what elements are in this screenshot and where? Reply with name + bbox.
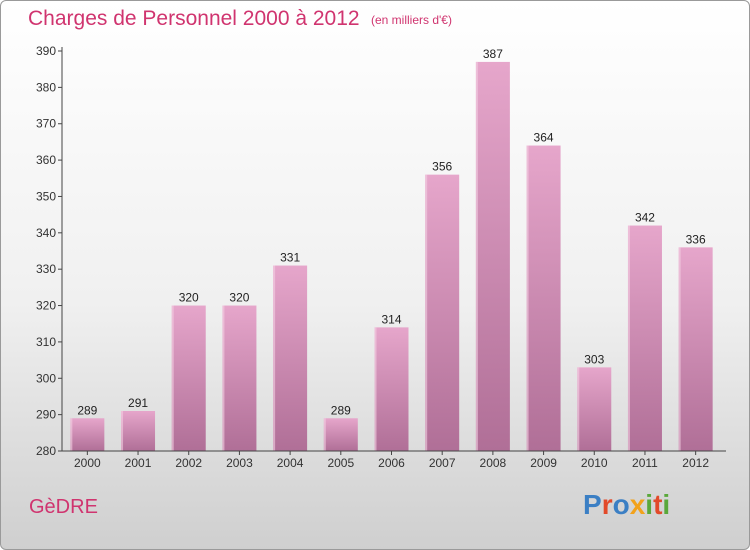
x-tick-label: 2005 <box>327 456 354 470</box>
x-tick-label: 2003 <box>226 456 253 470</box>
bar <box>627 225 662 451</box>
bars-group: 289 291 320 320 331 289 314 356 387 364 303 342 336 <box>70 47 713 452</box>
value-label: 291 <box>128 396 148 410</box>
x-tick-label: 2008 <box>480 456 507 470</box>
bar <box>171 305 206 451</box>
bar <box>121 411 156 451</box>
x-tick-label: 2001 <box>125 456 152 470</box>
x-tick-label: 2000 <box>74 456 101 470</box>
y-tick-label: 330 <box>36 262 56 276</box>
y-tick-label: 390 <box>36 44 56 58</box>
bar-highlight <box>425 174 428 452</box>
bar-highlight <box>526 145 529 451</box>
bar <box>323 418 358 451</box>
chart-subtitle: (en milliers d'€) <box>371 13 452 27</box>
chart-title: Charges de Personnel 2000 à 2012 <box>28 7 360 30</box>
x-tick-label: 2010 <box>581 456 608 470</box>
value-label: 331 <box>280 251 300 265</box>
x-tick-label: 2002 <box>175 456 202 470</box>
x-tick-label: 2011 <box>632 456 658 470</box>
value-label: 356 <box>432 160 452 174</box>
bar <box>374 327 409 451</box>
bar-highlight <box>222 305 225 451</box>
y-tick-label: 280 <box>36 444 56 458</box>
value-label: 336 <box>686 232 706 246</box>
value-label: 320 <box>179 291 199 305</box>
value-label: 289 <box>331 403 351 417</box>
x-tick-label: 2009 <box>530 456 557 470</box>
value-label: 364 <box>534 131 554 145</box>
axes-group: 2000 2001 2002 2003 2004 2005 2006 2007 2008 2009… <box>36 44 726 470</box>
value-label: 387 <box>483 47 503 61</box>
y-tick-label: 360 <box>36 153 56 167</box>
value-label: 303 <box>584 352 604 366</box>
logo-letter: x <box>629 489 646 520</box>
bar-highlight <box>678 247 681 451</box>
bar <box>526 145 561 451</box>
y-tick-label: 370 <box>36 117 56 131</box>
logo-letter: i <box>662 489 671 520</box>
bar <box>425 174 460 452</box>
bar-highlight <box>475 61 478 452</box>
logo-letter: r <box>601 489 613 520</box>
logo-letter: P <box>583 489 602 520</box>
bar <box>273 265 308 451</box>
y-tick-label: 300 <box>36 371 56 385</box>
logo-letter: o <box>612 489 630 520</box>
x-tick-label: 2007 <box>429 456 456 470</box>
x-tick-label: 2004 <box>277 456 304 470</box>
y-tick-label: 320 <box>36 299 56 313</box>
bar <box>70 418 105 451</box>
bar-highlight <box>374 327 377 451</box>
y-tick-label: 310 <box>36 335 56 349</box>
bar-highlight <box>121 411 124 451</box>
proxiti-logo[interactable]: Proxiti <box>583 489 670 521</box>
logo-letter: i <box>645 489 654 520</box>
bar-highlight <box>171 305 174 451</box>
bar <box>222 305 257 451</box>
value-label: 314 <box>381 312 401 326</box>
bar <box>577 367 612 451</box>
commune-name: GèDRE <box>29 496 98 518</box>
y-tick-label: 350 <box>36 189 56 203</box>
x-tick-label: 2006 <box>378 456 405 470</box>
bar <box>678 247 713 451</box>
y-tick-label: 290 <box>36 408 56 422</box>
bar-highlight <box>577 367 580 451</box>
bar-highlight <box>323 418 326 451</box>
y-tick-label: 340 <box>36 226 56 240</box>
x-tick-label: 2012 <box>682 456 709 470</box>
y-tick-label: 380 <box>36 80 56 94</box>
value-label: 320 <box>229 291 249 305</box>
value-label: 289 <box>77 403 97 417</box>
bar-highlight <box>70 418 73 451</box>
bar-highlight <box>627 225 630 451</box>
logo-letter: t <box>653 489 663 520</box>
value-label: 342 <box>635 211 655 225</box>
bar <box>475 61 510 452</box>
bar-highlight <box>273 265 276 451</box>
